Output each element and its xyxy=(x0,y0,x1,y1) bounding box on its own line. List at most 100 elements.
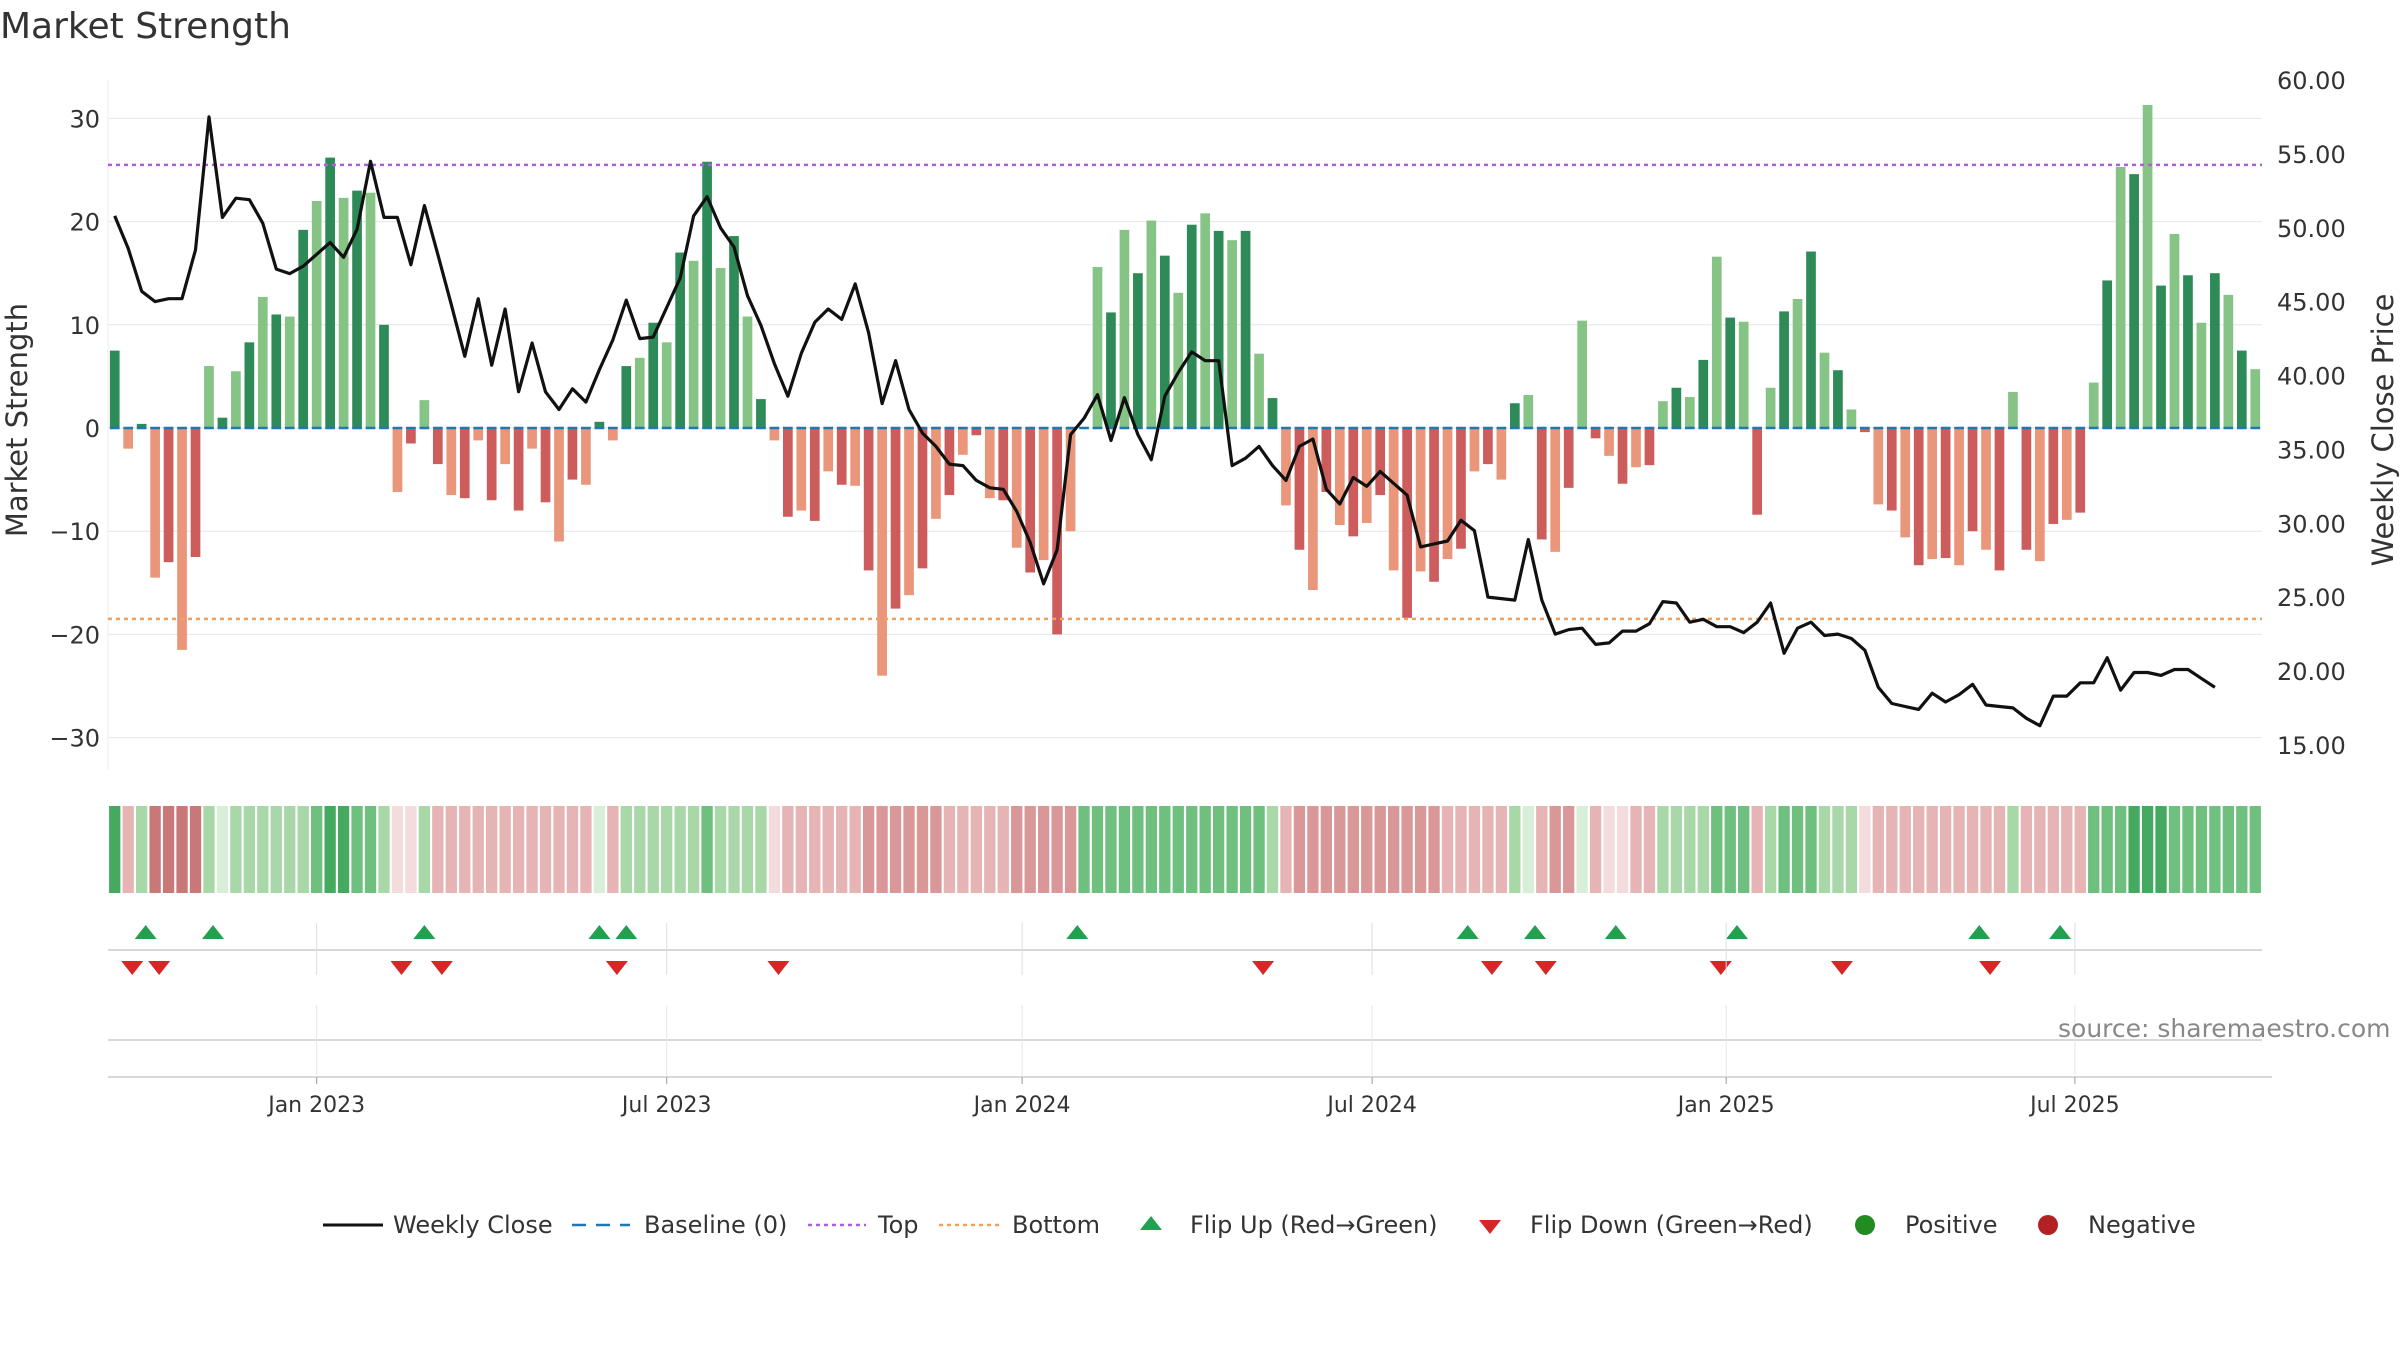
heat-band-cell xyxy=(270,806,282,893)
heat-band-cell xyxy=(1145,806,1157,893)
strength-bar xyxy=(742,316,753,428)
strength-bar xyxy=(836,428,847,485)
heat-band-cell xyxy=(2101,806,2113,893)
strength-bar xyxy=(998,428,1009,501)
legend-item-top: Top xyxy=(808,1211,919,1239)
legend-item-bottom: Bottom xyxy=(939,1211,1100,1239)
strength-bar xyxy=(2236,350,2247,428)
strength-bar xyxy=(2035,428,2045,562)
strength-bar xyxy=(136,423,147,428)
y2-tick-label: 25.00 xyxy=(2277,584,2346,612)
strength-bar xyxy=(1213,230,1224,428)
strength-bar xyxy=(1496,428,1507,480)
heat-band-cell xyxy=(2155,806,2167,893)
source-credit: source: sharemaestro.com xyxy=(2058,1014,2391,1043)
flip-down-marker xyxy=(1252,961,1275,975)
heat-band-cell xyxy=(930,806,942,893)
heat-band-cell xyxy=(1522,806,1534,893)
flip-down-marker xyxy=(1480,961,1503,975)
heat-band-cell xyxy=(2236,806,2248,893)
strength-bar xyxy=(446,428,457,496)
strength-bar xyxy=(958,428,968,455)
heat-band-cell xyxy=(997,806,1009,893)
heat-band-cell xyxy=(445,806,457,893)
strength-bar xyxy=(890,428,901,609)
triangle-down-icon xyxy=(1479,1220,1501,1234)
strength-bar xyxy=(944,428,955,496)
strength-bar xyxy=(284,316,295,428)
heat-band-cell xyxy=(230,806,242,893)
gridlines xyxy=(107,80,2262,770)
heat-band-cell xyxy=(1939,806,1952,893)
y-tick-label: 10 xyxy=(69,312,100,340)
strength-bar xyxy=(634,357,645,428)
heat-band-cell xyxy=(1576,806,1588,893)
heat-band-cell xyxy=(1388,806,1400,893)
strength-bar xyxy=(1038,428,1049,561)
y-tick-label: 20 xyxy=(69,209,100,237)
strength-bar xyxy=(406,428,416,444)
heat-band-cell xyxy=(1805,806,1817,893)
strength-bar xyxy=(1240,230,1251,428)
heat-band-cell xyxy=(2061,806,2073,893)
heat-band-cell xyxy=(1401,806,1413,893)
heat-band-cell xyxy=(1859,806,1871,893)
heat-band-cell xyxy=(189,806,202,893)
heat-band-cell xyxy=(539,806,552,893)
strength-bar xyxy=(729,236,739,428)
strength-bar xyxy=(607,428,618,441)
strength-bar xyxy=(1886,428,1897,511)
legend-label-positive: Positive xyxy=(1905,1211,1998,1239)
heat-band-cell xyxy=(782,806,794,893)
strength-bar xyxy=(675,252,686,428)
heat-band-cell xyxy=(1239,806,1252,893)
heat-band-cell xyxy=(566,806,579,893)
legend: Weekly Close Baseline (0) Top Bottom Fli… xyxy=(323,1211,2196,1239)
strength-bar xyxy=(257,296,268,428)
strength-bar xyxy=(2008,391,2018,428)
strength-bar xyxy=(2102,280,2113,428)
strength-bar xyxy=(863,428,874,571)
strength-bar xyxy=(1348,428,1359,537)
strength-heat-band xyxy=(109,806,2261,893)
strength-bar xyxy=(796,428,807,511)
heat-band-cell xyxy=(674,806,686,893)
strength-bar xyxy=(1617,428,1628,484)
strength-bar xyxy=(1779,311,1789,428)
heat-band-cell xyxy=(1414,806,1427,893)
heat-band-cell xyxy=(634,806,646,893)
heat-band-cell xyxy=(1926,806,1938,893)
strength-bar xyxy=(1456,428,1466,549)
heat-band-cell xyxy=(687,806,700,893)
legend-label-weekly-close: Weekly Close xyxy=(393,1211,553,1239)
heat-band-cell xyxy=(1293,806,1306,893)
heat-band-cell xyxy=(1118,806,1131,893)
heat-band-cell xyxy=(1886,806,1898,893)
strength-bar xyxy=(1765,387,1776,428)
strength-bar xyxy=(1604,428,1614,456)
heat-band-cell xyxy=(607,806,619,893)
weekly-close-line xyxy=(113,115,2216,728)
flip-down-marker xyxy=(605,961,628,975)
strength-bar xyxy=(527,428,537,449)
y2-tick-label: 35.00 xyxy=(2277,436,2346,464)
heat-band-cell xyxy=(849,806,861,893)
legend-label-negative: Negative xyxy=(2088,1211,2196,1239)
strength-bar xyxy=(1738,321,1749,428)
legend-item-flip-down: Flip Down (Green→Red) xyxy=(1479,1211,1813,1239)
strength-bar xyxy=(1684,397,1695,428)
heat-band-cell xyxy=(311,806,323,893)
weekly-close-series xyxy=(113,115,2216,728)
strength-bar xyxy=(1200,213,1211,428)
strength-bar xyxy=(1711,256,1722,428)
strength-bar xyxy=(432,428,443,465)
strength-bar xyxy=(2183,275,2193,428)
heat-band-cell xyxy=(1509,806,1521,893)
heat-band-cell xyxy=(418,806,431,893)
strength-bar xyxy=(2169,233,2180,428)
strength-bar xyxy=(1523,394,1534,428)
heat-band-cell xyxy=(1791,806,1804,893)
strength-bar xyxy=(850,428,861,486)
heat-band-cell xyxy=(1953,806,1965,893)
heat-band-cell xyxy=(1589,806,1602,893)
